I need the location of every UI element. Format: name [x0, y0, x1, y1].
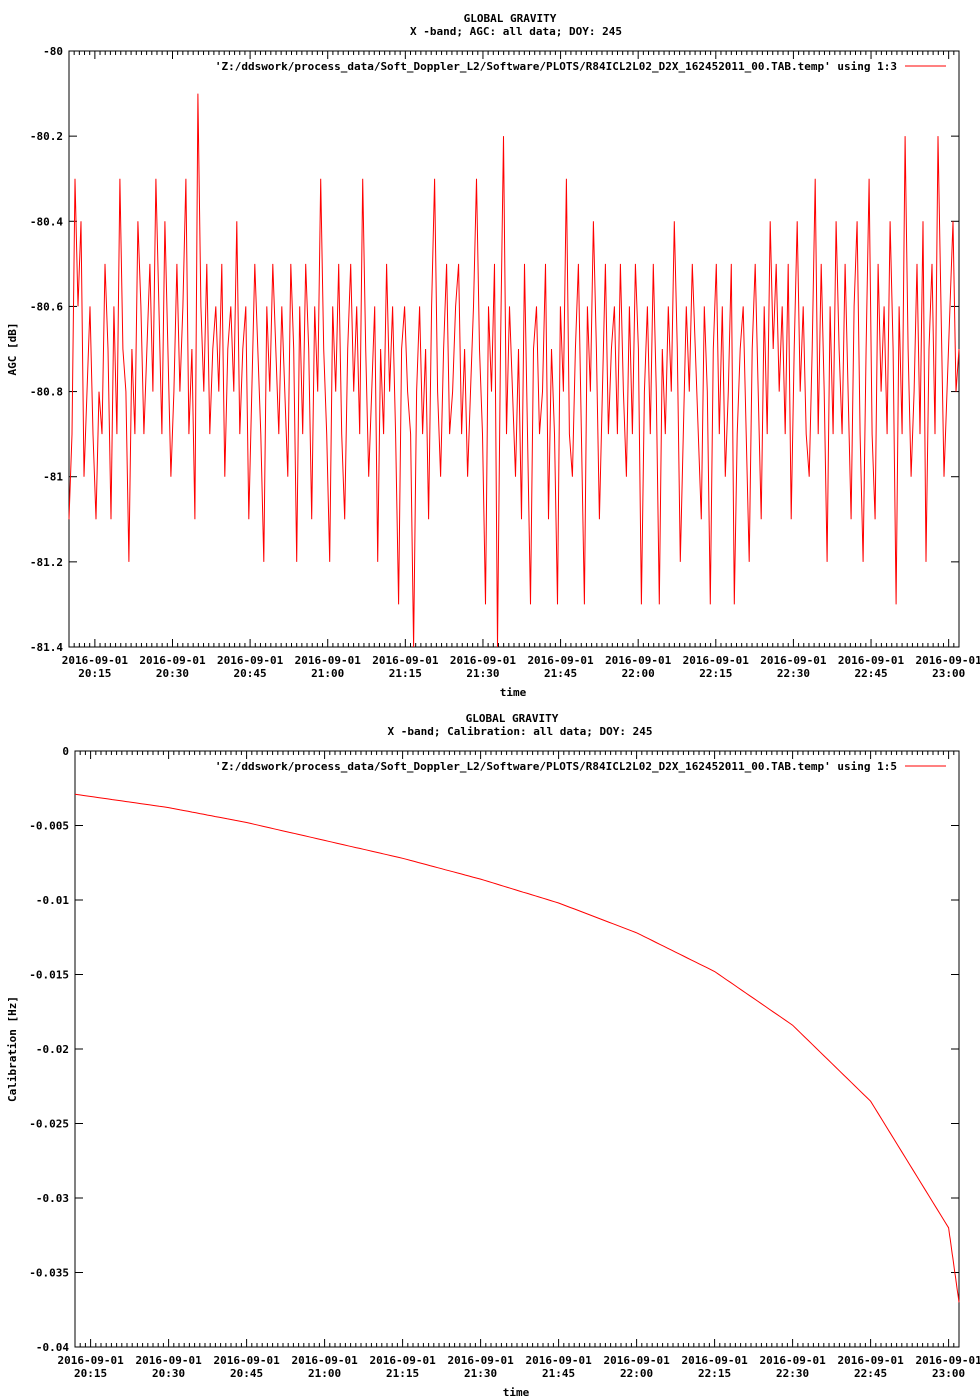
x-tick-time-label: 22:15 — [698, 1367, 731, 1380]
x-tick-date-label: 2016-09-01 — [447, 1354, 514, 1367]
x-tick-time-label: 20:30 — [152, 1367, 185, 1380]
agc-series-line — [68, 93, 960, 648]
x-tick-date-label: 2016-09-01 — [525, 1354, 592, 1367]
y-tick-label: -80.4 — [30, 215, 63, 228]
x-tick-date-label: 2016-09-01 — [760, 654, 827, 667]
x-tick-time-label: 22:45 — [854, 667, 887, 680]
x-tick-date-label: 2016-09-01 — [681, 1354, 748, 1367]
x-tick-time-label: 23:00 — [932, 1367, 965, 1380]
x-tick-date-label: 2016-09-01 — [62, 654, 129, 667]
y-tick-label: -0.025 — [29, 1118, 69, 1131]
x-tick-time-label: 22:15 — [699, 667, 732, 680]
y-tick-label: -81 — [43, 471, 63, 484]
y-tick-label: 0 — [62, 745, 69, 758]
agc-minor-ticks — [68, 51, 960, 647]
calibration-minor-ticks — [74, 751, 960, 1347]
x-tick-date-label: 2016-09-01 — [217, 654, 284, 667]
calibration-plot-frame — [74, 750, 960, 1348]
x-tick-date-label: 2016-09-01 — [295, 654, 362, 667]
x-tick-date-label: 2016-09-01 — [369, 1354, 436, 1367]
agc-y-axis-label: AGC [dB] — [6, 323, 19, 376]
y-tick-label: -0.03 — [36, 1192, 69, 1205]
y-tick-label: -80.2 — [30, 130, 63, 143]
x-tick-date-label: 2016-09-01 — [135, 1354, 202, 1367]
y-tick-label: -81.4 — [30, 641, 63, 654]
agc-legend-label: 'Z:/ddswork/process_data/Soft_Doppler_L2… — [215, 60, 897, 73]
x-tick-date-label: 2016-09-01 — [450, 654, 517, 667]
calibration-chart-title: GLOBAL GRAVITY — [466, 712, 559, 725]
x-tick-time-label: 20:15 — [78, 667, 111, 680]
x-tick-time-label: 22:00 — [622, 667, 655, 680]
x-tick-date-label: 2016-09-01 — [605, 654, 672, 667]
x-tick-time-label: 21:45 — [542, 1367, 575, 1380]
y-tick-label: -0.015 — [29, 969, 69, 982]
y-tick-label: -0.035 — [29, 1267, 69, 1280]
calibration-legend-label: 'Z:/ddswork/process_data/Soft_Doppler_L2… — [215, 760, 897, 773]
x-tick-time-label: 23:00 — [932, 667, 965, 680]
y-tick-label: -0.02 — [36, 1043, 69, 1056]
x-tick-date-label: 2016-09-01 — [683, 654, 750, 667]
x-tick-time-label: 22:00 — [620, 1367, 653, 1380]
y-tick-label: -0.005 — [29, 820, 69, 833]
x-tick-time-label: 21:30 — [466, 667, 499, 680]
x-tick-date-label: 2016-09-01 — [759, 1354, 826, 1367]
x-tick-date-label: 2016-09-01 — [372, 654, 439, 667]
x-tick-date-label: 2016-09-01 — [527, 654, 594, 667]
agc-chart-title: GLOBAL GRAVITY — [464, 12, 557, 25]
y-tick-label: -0.04 — [36, 1341, 69, 1354]
calibration-y-ticks: 0 -0.005 -0.01 -0.015 -0.02 -0.025 -0.03 -0.035… — [29, 745, 959, 1354]
y-tick-label: -80.8 — [30, 386, 63, 399]
y-tick-label: -0.01 — [36, 894, 69, 907]
agc-chart: GLOBAL GRAVITY X -band; AGC: all data; D… — [6, 12, 980, 699]
calibration-x-axis-label: time — [503, 1386, 530, 1399]
x-tick-time-label: 20:45 — [234, 667, 267, 680]
x-tick-time-label: 22:30 — [777, 667, 810, 680]
x-tick-time-label: 22:45 — [854, 1367, 887, 1380]
x-tick-time-label: 20:15 — [74, 1367, 107, 1380]
agc-x-axis-label: time — [500, 686, 527, 699]
calibration-series-line — [74, 793, 960, 1303]
calibration-x-ticks: 2016-09-0120:152016-09-0120:302016-09-01… — [57, 751, 980, 1380]
x-tick-time-label: 21:30 — [464, 1367, 497, 1380]
y-tick-label: -81.2 — [30, 556, 63, 569]
x-tick-date-label: 2016-09-01 — [915, 1354, 980, 1367]
x-tick-date-label: 2016-09-01 — [837, 1354, 904, 1367]
agc-chart-subtitle: X -band; AGC: all data; DOY: 245 — [410, 25, 622, 38]
calibration-chart: GLOBAL GRAVITY X -band; Calibration: all… — [6, 712, 980, 1399]
x-tick-time-label: 21:45 — [544, 667, 577, 680]
calibration-y-axis-label: Calibration [Hz] — [6, 996, 19, 1102]
x-tick-time-label: 21:15 — [389, 667, 422, 680]
x-tick-date-label: 2016-09-01 — [139, 654, 206, 667]
y-tick-label: -80 — [43, 45, 63, 58]
x-tick-date-label: 2016-09-01 — [57, 1354, 124, 1367]
x-tick-time-label: 20:30 — [156, 667, 189, 680]
agc-x-ticks: 2016-09-0120:152016-09-0120:302016-09-01… — [62, 51, 980, 680]
x-tick-date-label: 2016-09-01 — [213, 1354, 280, 1367]
y-tick-label: -80.6 — [30, 300, 63, 313]
x-tick-date-label: 2016-09-01 — [291, 1354, 358, 1367]
x-tick-time-label: 21:00 — [308, 1367, 341, 1380]
calibration-chart-subtitle: X -band; Calibration: all data; DOY: 245 — [388, 725, 653, 738]
agc-y-ticks: -80 -80.2 -80.4 -80.6 -80.8 -81 -81.2 -81.4 — [30, 45, 959, 654]
x-tick-date-label: 2016-09-01 — [838, 654, 905, 667]
x-tick-time-label: 22:30 — [776, 1367, 809, 1380]
x-tick-date-label: 2016-09-01 — [603, 1354, 670, 1367]
x-tick-date-label: 2016-09-01 — [916, 654, 980, 667]
x-tick-time-label: 21:15 — [386, 1367, 419, 1380]
x-tick-time-label: 21:00 — [311, 667, 344, 680]
x-tick-time-label: 20:45 — [230, 1367, 263, 1380]
